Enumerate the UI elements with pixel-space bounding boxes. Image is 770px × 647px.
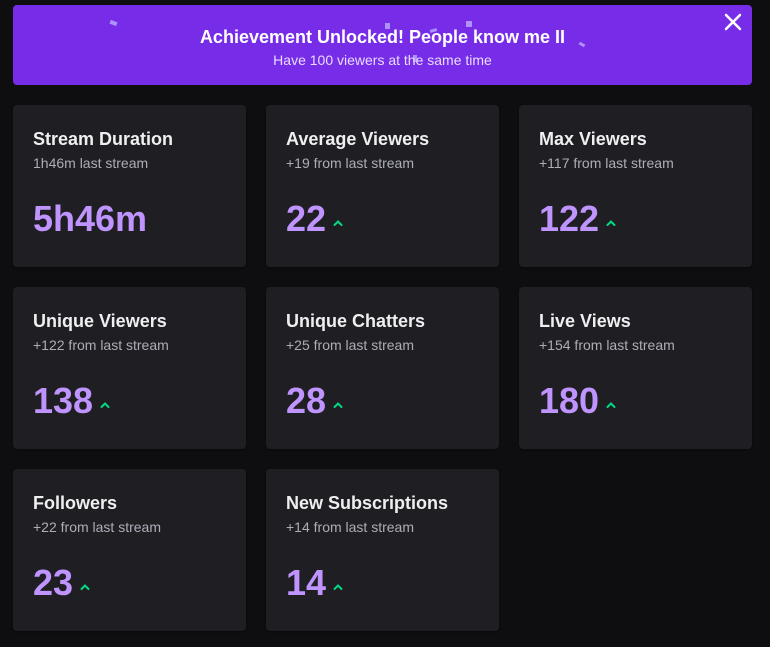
card-value: 23 xyxy=(33,562,74,603)
card-value-row: 138 xyxy=(33,381,110,421)
card-title: New Subscriptions xyxy=(286,493,449,513)
card-subtitle: +122 from last stream xyxy=(33,337,169,353)
card-value: 122 xyxy=(539,198,600,239)
card-value: 5h46m xyxy=(33,198,148,239)
stat-card-new-subscriptions: New Subscriptions +14 from last stream 1… xyxy=(266,469,499,631)
card-subtitle: +14 from last stream xyxy=(286,519,414,535)
card-value-row: 23 xyxy=(33,563,90,603)
stat-card-live-views: Live Views +154 from last stream 180 xyxy=(519,287,752,449)
card-value: 138 xyxy=(33,380,94,421)
trend-up-icon xyxy=(606,402,616,408)
card-value-row: 180 xyxy=(539,381,616,421)
card-value-row: 28 xyxy=(286,381,343,421)
card-title: Stream Duration xyxy=(33,129,174,149)
stat-card-unique-viewers: Unique Viewers +122 from last stream 138 xyxy=(13,287,246,449)
confetti-piece xyxy=(109,19,118,27)
trend-up-icon xyxy=(100,402,110,408)
card-subtitle: +117 from last stream xyxy=(539,155,674,171)
card-subtitle: +22 from last stream xyxy=(33,519,161,535)
trend-up-icon xyxy=(80,584,90,590)
stat-card-max-viewers: Max Viewers +117 from last stream 122 xyxy=(519,105,752,267)
card-subtitle: +19 from last stream xyxy=(286,155,414,171)
card-title: Followers xyxy=(33,493,118,513)
card-title: Unique Viewers xyxy=(33,311,167,331)
achievement-banner: Achievement Unlocked! People know me II … xyxy=(13,5,752,85)
card-subtitle: +154 from last stream xyxy=(539,337,675,353)
card-value-row: 22 xyxy=(286,199,343,239)
card-value: 22 xyxy=(286,198,327,239)
stat-card-average-viewers: Average Viewers +19 from last stream 22 xyxy=(266,105,499,267)
card-value-row: 122 xyxy=(539,199,616,239)
trend-up-icon xyxy=(333,402,343,408)
card-value: 14 xyxy=(286,562,327,603)
trend-up-icon xyxy=(333,584,343,590)
stat-card-unique-chatters: Unique Chatters +25 from last stream 28 xyxy=(266,287,499,449)
confetti-piece xyxy=(466,21,472,27)
card-title: Live Views xyxy=(539,311,631,331)
close-icon[interactable] xyxy=(723,12,743,32)
card-subtitle: 1h46m last stream xyxy=(33,155,149,171)
card-title: Unique Chatters xyxy=(286,311,426,331)
confetti-piece xyxy=(413,55,417,62)
trend-up-icon xyxy=(333,220,343,226)
card-title: Average Viewers xyxy=(286,129,430,149)
stat-card-stream-duration: Stream Duration 1h46m last stream 5h46m xyxy=(13,105,246,267)
card-value: 180 xyxy=(539,380,600,421)
card-title: Max Viewers xyxy=(539,129,647,149)
achievement-subtitle: Have 100 viewers at the same time xyxy=(273,52,492,68)
achievement-title: Achievement Unlocked! People know me II xyxy=(199,27,566,47)
card-value: 28 xyxy=(286,380,327,421)
card-subtitle: +25 from last stream xyxy=(286,337,414,353)
stat-card-followers: Followers +22 from last stream 23 xyxy=(13,469,246,631)
card-value-row: 14 xyxy=(286,563,343,603)
confetti-piece xyxy=(385,23,390,29)
card-value-row: 5h46m xyxy=(33,199,147,239)
trend-up-icon xyxy=(606,220,616,226)
